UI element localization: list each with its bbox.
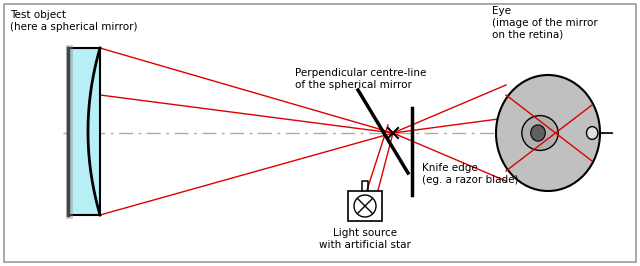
Bar — [68, 48, 100, 215]
Text: Eye
(image of the mirror
on the retina): Eye (image of the mirror on the retina) — [492, 6, 598, 39]
Bar — [348, 191, 382, 221]
Text: Perpendicular centre-line
of the spherical mirror: Perpendicular centre-line of the spheric… — [295, 68, 426, 90]
Text: Knife edge
(eg. a razor blade): Knife edge (eg. a razor blade) — [422, 163, 518, 185]
Ellipse shape — [586, 127, 598, 139]
Text: Light source
with artificial star: Light source with artificial star — [319, 228, 411, 250]
Ellipse shape — [522, 116, 558, 150]
Ellipse shape — [531, 125, 545, 141]
Ellipse shape — [496, 75, 600, 191]
Text: Test object
(here a spherical mirror): Test object (here a spherical mirror) — [10, 10, 138, 32]
